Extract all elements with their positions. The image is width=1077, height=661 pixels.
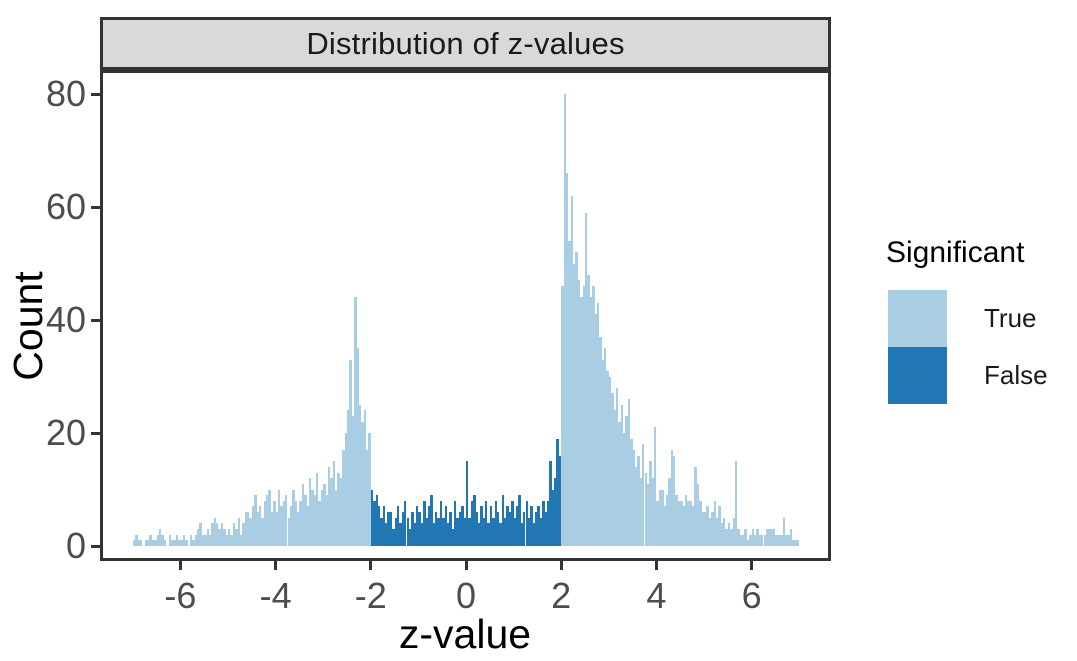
x-tick [750, 561, 754, 570]
plot-panel [100, 70, 831, 561]
y-tick [91, 544, 100, 548]
y-tick [91, 92, 100, 96]
legend-key-true [888, 290, 947, 347]
y-tick-label: 60 [45, 186, 86, 227]
y-tick-label: 0 [65, 525, 86, 566]
x-tick-label: 6 [741, 575, 762, 616]
chart-title: Distribution of z-values [306, 25, 625, 61]
y-tick-label: 20 [45, 412, 86, 453]
legend-key-false [888, 347, 947, 404]
facet-strip: Distribution of z-values [100, 17, 831, 70]
x-tick-label: -2 [354, 575, 387, 616]
y-axis-title: Count [5, 271, 51, 381]
y-tick-label: 80 [45, 73, 86, 114]
legend-label-false: False [984, 360, 1048, 390]
x-tick-label: -6 [164, 575, 197, 616]
y-tick [91, 318, 100, 322]
x-tick [559, 561, 563, 570]
y-tick-label: 40 [45, 299, 86, 340]
x-tick-label: 4 [646, 575, 667, 616]
x-axis-title: z-value [398, 611, 532, 657]
x-tick [464, 561, 468, 570]
x-tick-label: -4 [259, 575, 292, 616]
y-tick [91, 431, 100, 435]
x-tick-label: 2 [551, 575, 572, 616]
x-tick-label: 0 [455, 575, 477, 616]
x-tick [178, 561, 182, 570]
legend-title: Significant [886, 236, 1025, 269]
x-tick [654, 561, 658, 570]
x-tick [274, 561, 278, 570]
y-tick [91, 205, 100, 209]
legend-label-true: True [984, 303, 1037, 333]
x-tick [369, 561, 373, 570]
